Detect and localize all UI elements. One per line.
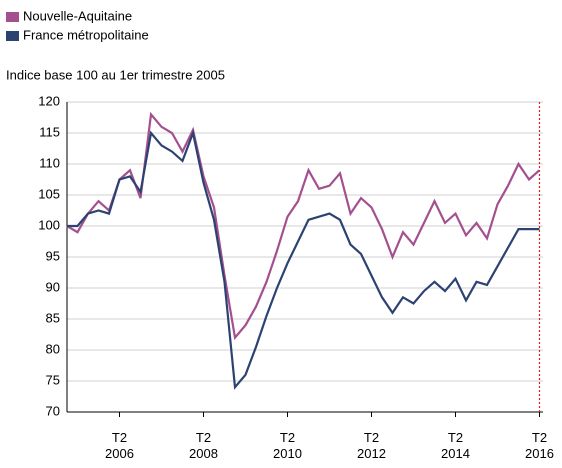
y-tick-label: 110 [39,155,60,170]
y-tick-label: 85 [46,310,60,325]
y-tick-label: 95 [46,248,60,263]
y-tick-label: 90 [46,279,60,294]
x-tick-label: T2 2014 [441,430,470,461]
y-tick-label: 75 [46,372,60,387]
y-tick-label: 120 [38,93,60,108]
y-tick-label: 105 [38,186,60,201]
x-tick-label: T2 2010 [273,430,302,461]
legend-label: France métropolitaine [23,27,149,42]
legend-swatch [6,12,19,22]
y-tick-label: 100 [38,217,60,232]
y-tick-label: 70 [46,403,60,418]
chart-subtitle: Indice base 100 au 1er trimestre 2005 [6,67,225,82]
series-line [67,129,540,390]
y-tick-label: 115 [39,124,60,139]
x-tick-label: T2 2016 [525,430,554,461]
x-tick-label: T2 2006 [105,430,134,461]
x-tick-label: T2 2012 [357,430,386,461]
legend-swatch [6,31,19,41]
y-tick-label: 80 [46,341,60,356]
legend-label: Nouvelle-Aquitaine [23,8,132,23]
x-tick-label: T2 2008 [189,430,218,461]
